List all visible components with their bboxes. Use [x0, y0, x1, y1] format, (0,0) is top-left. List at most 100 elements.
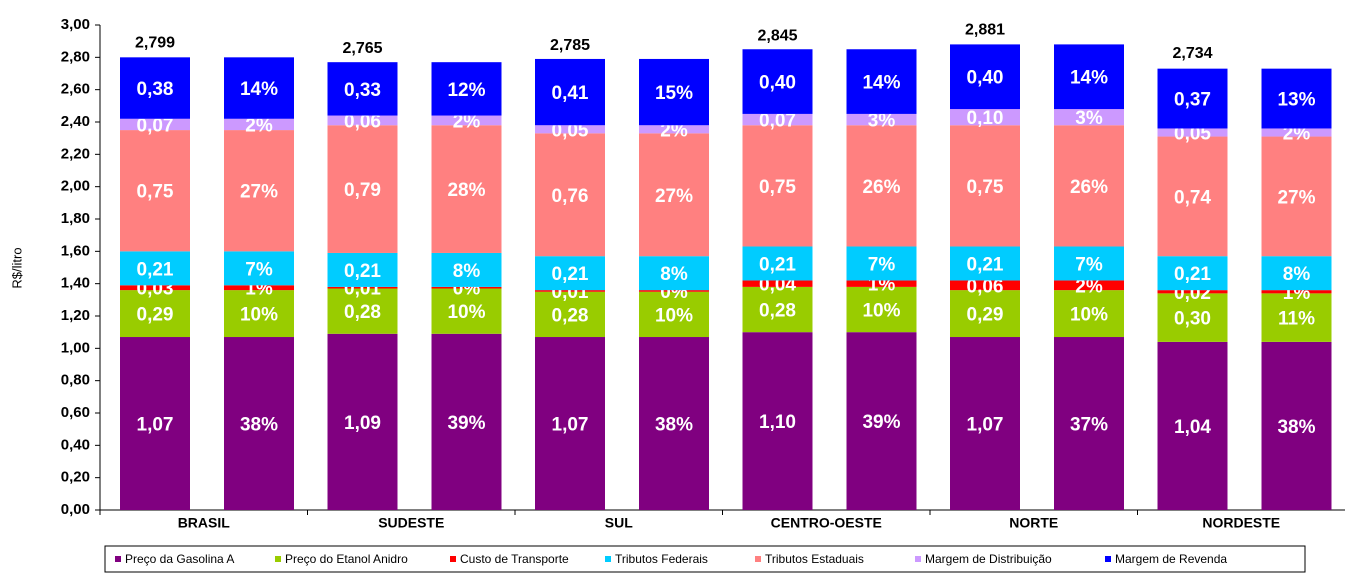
bar-segment: [950, 280, 1020, 291]
bar-segment: [1054, 125, 1124, 247]
bar-segment: [846, 125, 917, 247]
segment-label: 10%: [240, 305, 278, 326]
bar-segment: [535, 256, 605, 291]
bar-segment: [846, 332, 917, 510]
segment-label: 1,07: [552, 415, 589, 436]
bar-segment: [1054, 44, 1124, 110]
segment-label: 14%: [240, 79, 278, 100]
bar-segment: [742, 246, 813, 281]
segment-label: 10%: [1070, 305, 1108, 326]
segment-label: 7%: [245, 259, 273, 280]
segment-label: 13%: [1277, 90, 1315, 111]
segment-label: 0,29: [967, 305, 1004, 326]
y-tick-label: 2,80: [61, 48, 90, 65]
segment-label: 0,75: [137, 182, 174, 203]
segment-label: 0,06: [967, 276, 1004, 297]
bar-segment: [431, 252, 502, 287]
segment-label: 38%: [655, 415, 693, 436]
bar-segment: [120, 57, 190, 119]
segment-label: 0,28: [552, 305, 589, 326]
legend-label: Margem de Revenda: [1115, 552, 1227, 566]
y-tick-label: 1,00: [61, 339, 90, 356]
y-tick-label: 1,80: [61, 210, 90, 227]
legend-label: Preço do Etanol Anidro: [285, 552, 408, 566]
bar-segment: [535, 337, 605, 510]
bar-segment: [431, 288, 502, 334]
bar-segment: [120, 337, 190, 510]
segment-label: 1,09: [344, 413, 381, 434]
bar-segment: [742, 125, 813, 247]
y-tick-label: 1,60: [61, 242, 90, 259]
bar-segment: [327, 252, 398, 287]
segment-label: 38%: [240, 415, 278, 436]
segment-label: 10%: [655, 305, 693, 326]
segment-label: 0,40: [967, 68, 1004, 89]
segment-label: 0,21: [967, 254, 1004, 275]
bar-segment: [431, 115, 502, 126]
bar-segment: [639, 133, 709, 257]
bar-segment: [120, 130, 190, 252]
segment-label: 3%: [1075, 108, 1103, 129]
legend-swatch: [755, 556, 761, 562]
bar-segment: [224, 57, 294, 119]
segment-label: 1,10: [759, 412, 796, 433]
total-label: 2,799: [135, 35, 175, 52]
segment-label: 2%: [453, 111, 481, 132]
segment-label: 0,75: [759, 177, 796, 198]
bar-segment: [535, 125, 605, 134]
legend-label: Tributos Federais: [615, 552, 708, 566]
segment-label: 0,40: [759, 73, 796, 94]
segment-label: 8%: [1283, 264, 1311, 285]
bar-segment: [120, 285, 190, 291]
bar-segment: [327, 115, 398, 126]
bar-segment: [431, 286, 502, 289]
segment-label: 0,33: [344, 80, 381, 101]
segment-label: 14%: [1070, 68, 1108, 89]
bar-segment: [1261, 290, 1332, 294]
bar-segment: [1157, 256, 1228, 291]
bar-segment: [950, 290, 1020, 338]
segment-label: 7%: [1075, 254, 1103, 275]
bar-segment: [327, 333, 398, 510]
segment-label: 1,07: [967, 415, 1004, 436]
bar-segment: [639, 58, 709, 126]
segment-label: 2%: [245, 115, 273, 136]
total-label: 2,881: [965, 21, 1005, 38]
bar-segment: [950, 125, 1020, 247]
bar-segment: [950, 337, 1020, 510]
bar-segment: [1054, 280, 1124, 291]
y-tick-label: 2,00: [61, 178, 90, 195]
bar-segment: [535, 133, 605, 257]
y-tick-label: 2,40: [61, 113, 90, 130]
segment-label: 26%: [1070, 177, 1108, 198]
bar-segment: [327, 286, 398, 289]
bar-segment: [1261, 293, 1332, 342]
bar-segment: [846, 49, 917, 114]
segment-label: 12%: [447, 80, 485, 101]
y-tick-label: 2,20: [61, 145, 90, 162]
bar-segment: [742, 280, 813, 287]
bar-segment: [1157, 128, 1228, 137]
bar-segment: [742, 49, 813, 114]
segment-label: 8%: [660, 264, 688, 285]
legend-label: Preço da Gasolina A: [125, 552, 234, 566]
x-tick-label: SUDESTE: [378, 515, 444, 531]
bar-segment: [846, 280, 917, 287]
segment-label: 0,21: [759, 254, 796, 275]
bar-segment: [1261, 256, 1332, 291]
segment-label: 15%: [655, 83, 693, 104]
bar-segment: [224, 285, 294, 291]
bar-segment: [327, 288, 398, 334]
bar-segment: [950, 109, 1020, 126]
segment-label: 0,76: [552, 186, 589, 207]
bar-segment: [742, 286, 813, 333]
bar-segment: [224, 337, 294, 510]
bar-segment: [950, 44, 1020, 110]
bar-segment: [846, 246, 917, 281]
segment-label: 0,07: [759, 111, 796, 132]
x-tick-label: CENTRO-OESTE: [771, 515, 882, 531]
segment-label: 0,29: [137, 305, 174, 326]
bar-segment: [639, 337, 709, 510]
segment-label: 0,10: [967, 108, 1004, 129]
